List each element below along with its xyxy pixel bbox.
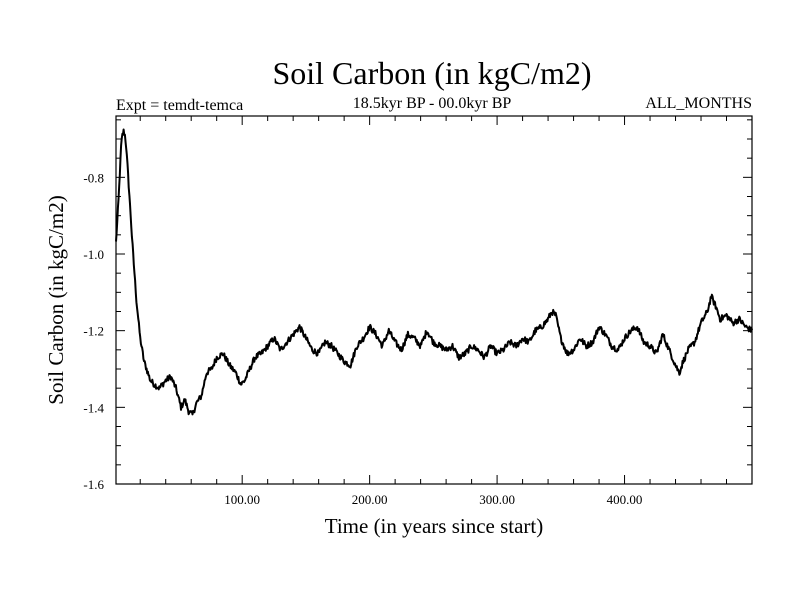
- y-axis-label: Soil Carbon (in kgC/m2): [44, 195, 68, 404]
- y-tick-label: -1.4: [83, 400, 104, 415]
- soil-carbon-series-line: [115, 128, 753, 416]
- axis-ticks: [116, 116, 752, 485]
- axis-tick-labels: 100.00 200.00 300.00 400.00 -0.8 -1.0 -1.2 -1.4…: [83, 170, 642, 507]
- x-tick-label: 300.00: [479, 492, 515, 507]
- y-tick-label: -0.8: [83, 170, 104, 185]
- y-tick-label: -1.0: [83, 247, 104, 262]
- x-tick-label: 100.00: [224, 492, 260, 507]
- chart-title: Soil Carbon (in kgC/m2): [272, 55, 591, 91]
- experiment-label: Expt = temdt-temca: [116, 97, 243, 114]
- x-tick-label: 400.00: [607, 492, 643, 507]
- months-label: ALL_MONTHS: [645, 95, 752, 112]
- time-range-label: 18.5kyr BP - 00.0kyr BP: [353, 95, 512, 112]
- y-tick-label: -1.2: [83, 324, 104, 339]
- x-axis-label: Time (in years since start): [325, 514, 544, 538]
- x-tick-label: 200.00: [352, 492, 388, 507]
- y-tick-label: -1.6: [83, 477, 104, 492]
- plot-frame: [115, 115, 753, 485]
